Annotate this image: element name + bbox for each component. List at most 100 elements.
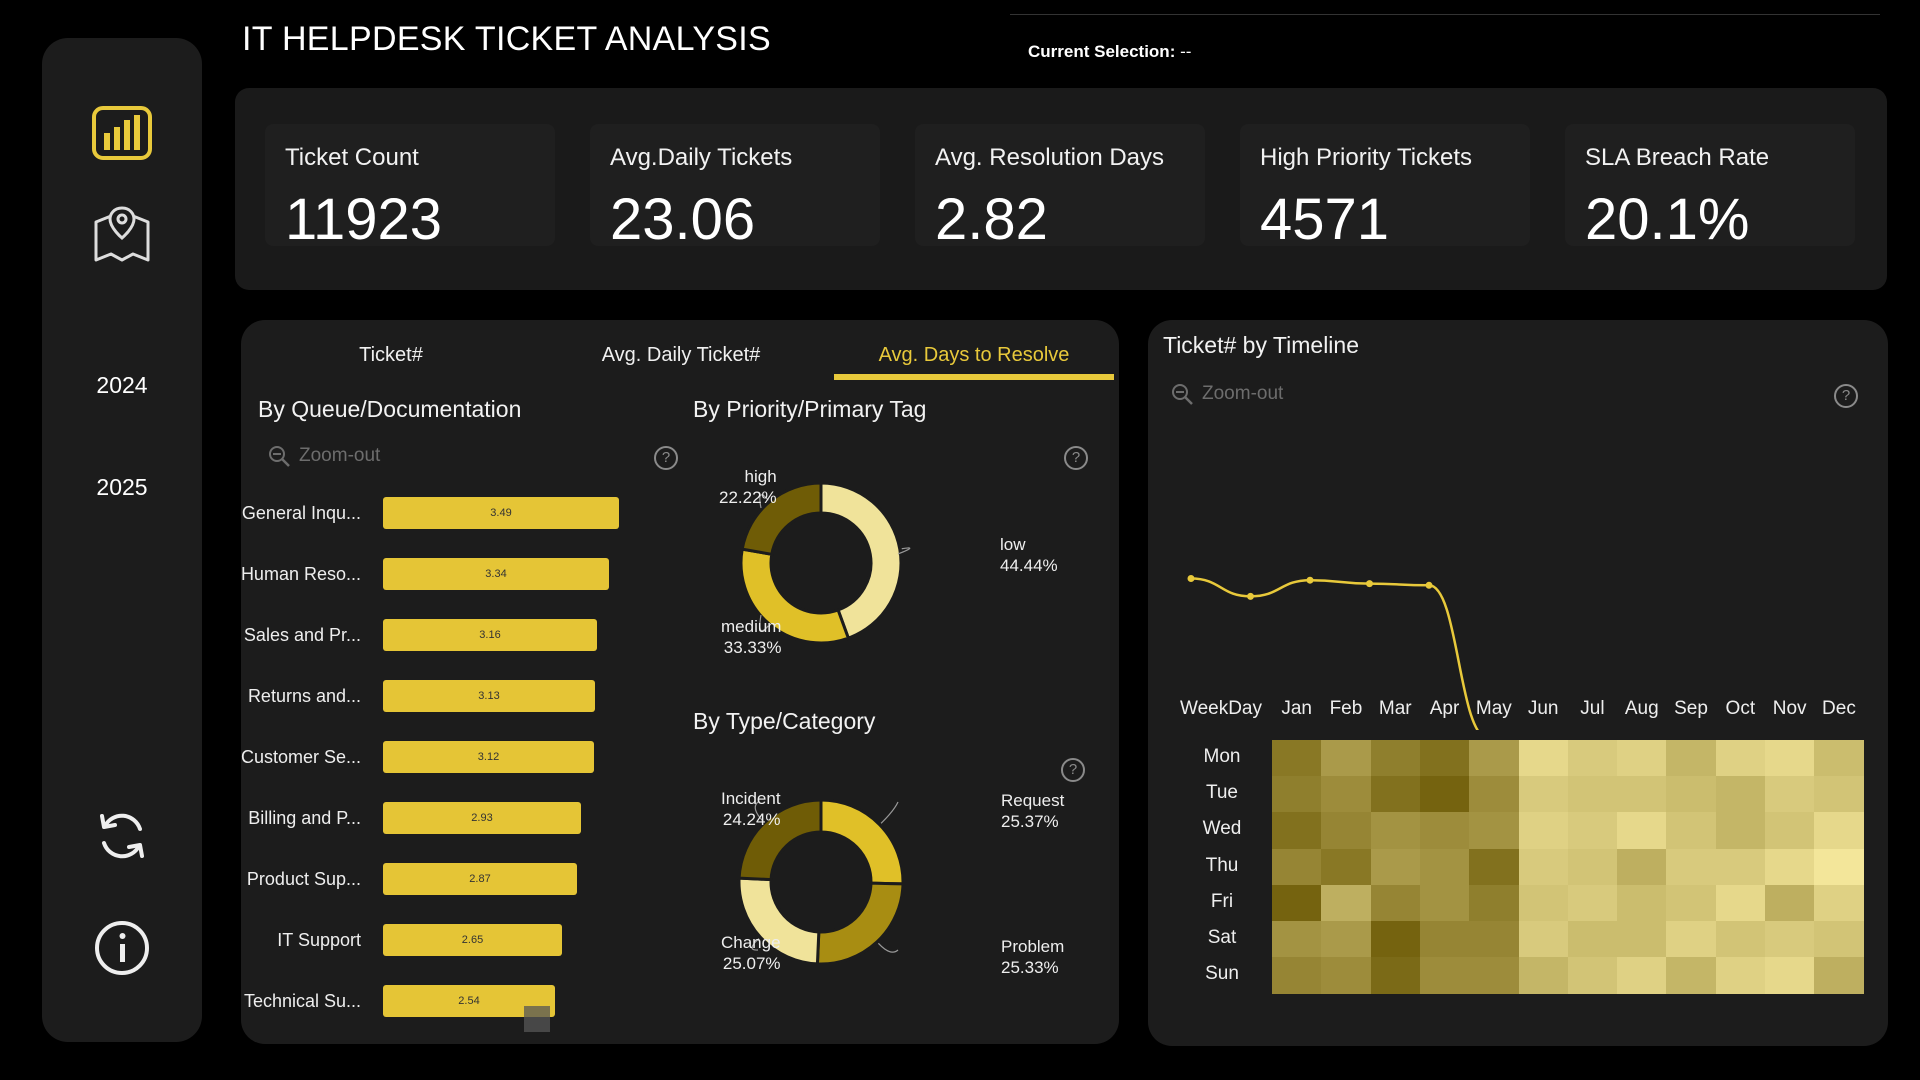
heatmap-cell[interactable] xyxy=(1567,776,1618,813)
heatmap-cell[interactable] xyxy=(1567,812,1618,850)
timeline-point[interactable] xyxy=(1247,592,1254,600)
heatmap-cell[interactable] xyxy=(1567,921,1618,958)
heatmap-cell[interactable] xyxy=(1765,848,1815,886)
heatmap-cell[interactable] xyxy=(1419,812,1470,850)
donut-slice-incident[interactable] xyxy=(737,798,823,882)
timeline-zoom-out-button[interactable]: Zoom-out xyxy=(1170,382,1283,406)
heatmap-cell[interactable] xyxy=(1715,812,1766,850)
queue-bar[interactable]: 3.34 xyxy=(383,558,609,590)
heatmap-cell[interactable] xyxy=(1419,740,1470,777)
queue-bar-row[interactable]: Customer Se... 3.12 xyxy=(241,741,661,775)
queue-bar[interactable]: 2.87 xyxy=(383,863,577,895)
heatmap-cell[interactable] xyxy=(1370,812,1421,850)
queue-bar[interactable]: 3.13 xyxy=(383,680,595,712)
heatmap-cell[interactable] xyxy=(1518,776,1569,813)
heatmap-cell[interactable] xyxy=(1617,921,1667,958)
heatmap-cell[interactable] xyxy=(1370,740,1421,777)
heatmap-cell[interactable] xyxy=(1814,812,1865,850)
heatmap-cell[interactable] xyxy=(1518,921,1569,958)
queue-bar-row[interactable]: Product Sup... 2.87 xyxy=(241,863,661,897)
heatmap-cell[interactable] xyxy=(1715,921,1766,958)
heatmap-cell[interactable] xyxy=(1814,884,1865,922)
heatmap-cell[interactable] xyxy=(1666,776,1717,813)
heatmap-cell[interactable] xyxy=(1715,740,1766,777)
heatmap-cell[interactable] xyxy=(1617,812,1667,850)
heatmap-cell[interactable] xyxy=(1272,957,1322,994)
heatmap-cell[interactable] xyxy=(1370,921,1421,958)
heatmap-cell[interactable] xyxy=(1518,740,1569,777)
heatmap-cell[interactable] xyxy=(1765,740,1815,777)
queue-bar-row[interactable]: Human Reso... 3.34 xyxy=(241,558,661,592)
queue-bar[interactable]: 2.93 xyxy=(383,802,581,834)
heatmap-cell[interactable] xyxy=(1666,812,1717,850)
heatmap-cell[interactable] xyxy=(1666,740,1717,777)
heatmap-cell[interactable] xyxy=(1814,957,1865,994)
donut-slice-low[interactable] xyxy=(819,481,903,641)
heatmap-cell[interactable] xyxy=(1419,848,1470,886)
heatmap-cell[interactable] xyxy=(1765,957,1815,994)
type-help-icon[interactable]: ? xyxy=(1061,758,1085,782)
donut-slice-high[interactable] xyxy=(740,481,823,557)
heatmap-cell[interactable] xyxy=(1419,957,1470,994)
donut-slice-medium[interactable] xyxy=(739,547,851,645)
heatmap-cell[interactable] xyxy=(1518,884,1569,922)
heatmap-cell[interactable] xyxy=(1617,740,1667,777)
heatmap-cell[interactable] xyxy=(1617,848,1667,886)
heatmap-cell[interactable] xyxy=(1272,812,1322,850)
heatmap-cell[interactable] xyxy=(1518,957,1569,994)
heatmap-cell[interactable] xyxy=(1765,776,1815,813)
info-icon[interactable] xyxy=(42,916,202,980)
heatmap-cell[interactable] xyxy=(1469,812,1519,850)
queue-bar-row[interactable]: IT Support 2.65 xyxy=(241,924,661,958)
heatmap-cell[interactable] xyxy=(1666,884,1717,922)
queue-bar-row[interactable]: Billing and P... 2.93 xyxy=(241,802,661,836)
queue-bar-row[interactable]: General Inqu... 3.49 xyxy=(241,497,661,531)
heatmap-cell[interactable] xyxy=(1321,884,1372,922)
heatmap-cell[interactable] xyxy=(1715,848,1766,886)
heatmap-cell[interactable] xyxy=(1321,957,1372,994)
tab-avg-daily-ticket[interactable]: Avg. Daily Ticket# xyxy=(601,344,761,366)
heatmap-cell[interactable] xyxy=(1617,776,1667,813)
heatmap-cell[interactable] xyxy=(1567,740,1618,777)
heatmap-cell[interactable] xyxy=(1321,740,1372,777)
heatmap-cell[interactable] xyxy=(1814,740,1865,777)
timeline-point[interactable] xyxy=(1425,581,1433,589)
heatmap-cell[interactable] xyxy=(1370,848,1421,886)
heatmap-cell[interactable] xyxy=(1715,957,1766,994)
queue-bar-row[interactable]: Technical Su... 2.54 xyxy=(241,985,661,1019)
heatmap-cell[interactable] xyxy=(1272,776,1322,813)
heatmap-cell[interactable] xyxy=(1419,776,1470,813)
heatmap-cell[interactable] xyxy=(1419,884,1470,922)
heatmap-cell[interactable] xyxy=(1814,848,1865,886)
queue-bar[interactable]: 3.12 xyxy=(383,741,594,773)
heatmap-cell[interactable] xyxy=(1469,921,1519,958)
queue-bar[interactable]: 3.49 xyxy=(383,497,619,529)
heatmap-cell[interactable] xyxy=(1518,848,1569,886)
timeline-point[interactable] xyxy=(1306,576,1314,584)
queue-bar[interactable]: 3.16 xyxy=(383,619,597,651)
tab-avg-days-to-resolve[interactable]: Avg. Days to Resolve xyxy=(834,340,1114,380)
timeline-point[interactable] xyxy=(1187,575,1195,582)
heatmap-cell[interactable] xyxy=(1567,957,1618,994)
heatmap-cell[interactable] xyxy=(1765,921,1815,958)
queue-bar-row[interactable]: Sales and Pr... 3.16 xyxy=(241,619,661,653)
queue-bar-row[interactable]: Returns and... 3.13 xyxy=(241,680,661,714)
heatmap-cell[interactable] xyxy=(1765,884,1815,922)
map-icon[interactable] xyxy=(42,194,202,274)
tab-ticket-count[interactable]: Ticket# xyxy=(359,344,423,366)
refresh-icon[interactable] xyxy=(42,804,202,868)
heatmap-cell[interactable] xyxy=(1715,884,1766,922)
heatmap-cell[interactable] xyxy=(1370,957,1421,994)
heatmap-cell[interactable] xyxy=(1666,848,1717,886)
queue-zoom-out-button[interactable]: Zoom-out xyxy=(267,444,380,468)
heatmap-cell[interactable] xyxy=(1666,957,1717,994)
year-2025-button[interactable]: 2025 xyxy=(96,474,148,500)
priority-help-icon[interactable]: ? xyxy=(1064,446,1088,470)
queue-bar[interactable]: 2.65 xyxy=(383,924,562,956)
heatmap-cell[interactable] xyxy=(1617,884,1667,922)
heatmap-cell[interactable] xyxy=(1518,812,1569,850)
heatmap-cell[interactable] xyxy=(1321,776,1372,813)
queue-help-icon[interactable]: ? xyxy=(654,446,678,470)
heatmap-cell[interactable] xyxy=(1272,884,1322,922)
heatmap-cell[interactable] xyxy=(1814,921,1865,958)
